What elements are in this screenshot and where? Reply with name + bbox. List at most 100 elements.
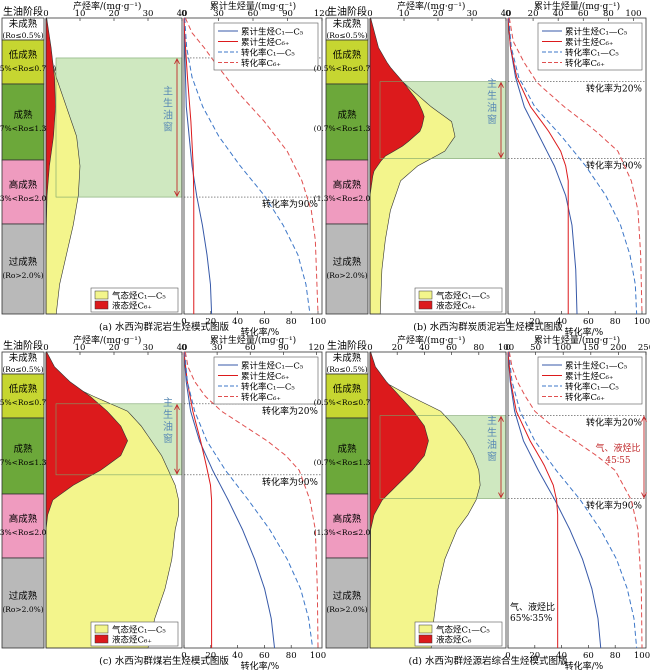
stage-name: 低成熟 xyxy=(333,49,362,61)
rate-axis-title: 产烃率/(mg·g⁻¹) xyxy=(73,0,141,12)
line-90-label: 转化率为90% xyxy=(586,500,642,512)
conv-tick-label: 20 xyxy=(529,317,540,327)
cum-frame xyxy=(183,351,323,649)
rate-tick-label: 30 xyxy=(143,343,154,353)
stage-1 xyxy=(1,373,45,419)
legend-label-gas: 气态烃C₁—C₅ xyxy=(112,625,166,636)
rate-tick-label: 40 xyxy=(177,9,188,19)
legend-label-liquid: 液态烃C₆ xyxy=(436,635,472,646)
window-arrow-head-up xyxy=(174,57,180,65)
stage-name: 过成熟 xyxy=(333,256,362,268)
stage-name: 成熟 xyxy=(337,109,357,121)
conv-tick-label: 0 xyxy=(181,651,186,661)
conv-gas-line xyxy=(184,17,311,315)
conv-tick-label: 80 xyxy=(286,651,297,661)
cum-tick-label: 100 xyxy=(625,9,641,19)
stage-1 xyxy=(1,39,45,85)
rate-tick-label: 60 xyxy=(446,343,457,353)
cum-frame xyxy=(507,351,647,649)
cum-axis-title: 累计生烃量/(mg·g⁻¹) xyxy=(210,334,296,346)
stage-range: (1.3%<Ro≤2.0%) xyxy=(314,194,381,203)
conv-tick-label: 40 xyxy=(556,651,567,661)
legend-swatch-liquid xyxy=(94,634,109,644)
rate-axis-title: 产烃率/(mg·g⁻¹) xyxy=(73,334,141,346)
rate-tick-label: 0 xyxy=(43,343,48,353)
cum-liquid-line xyxy=(183,17,195,314)
ratio-mid-line2: 45∶55 xyxy=(605,456,631,466)
cum-tick-label: 90 xyxy=(282,9,293,19)
cum-liquid-line xyxy=(183,351,213,648)
window-arrow-head-down xyxy=(498,492,504,499)
rate-tick-label: 40 xyxy=(177,343,188,353)
panel-caption: (a) 水西沟群泥岩生烃模式图版 xyxy=(99,321,230,333)
conv-tick-label: 40 xyxy=(556,317,567,327)
stage-name: 过成熟 xyxy=(9,590,38,602)
legend-label-cum_gas: 累计生烃C₁—C₅ xyxy=(241,27,304,38)
stage-4 xyxy=(1,223,45,315)
stage-4 xyxy=(325,223,369,315)
cum-tick-label: 150 xyxy=(583,343,599,353)
stage-name: 成熟 xyxy=(13,109,33,121)
stage-name: 未成熟 xyxy=(9,18,38,30)
conv-tick-label: 60 xyxy=(259,651,270,661)
legend-label-conv_gas: 转化率C₁—C₅ xyxy=(565,48,619,59)
conv-tick-label: 80 xyxy=(610,651,621,661)
stage-range: (0.5%<Ro≤0.7%) xyxy=(0,64,56,73)
panel-caption: (d) 水西沟群烃源岩综合生烃模式图版 xyxy=(408,655,568,667)
legend-label-cum_liquid: 累计生烃C₆₊ xyxy=(565,371,613,382)
cum-tick-label: 50 xyxy=(530,343,541,353)
conv-axis-title: 转化率/% xyxy=(565,326,604,338)
window-arrow-head-down xyxy=(174,468,180,475)
stage-range: (0.7%<Ro≤1.3%) xyxy=(314,124,381,133)
stage-2 xyxy=(325,417,369,495)
cum-tick-label: 30 xyxy=(213,9,224,19)
legend-swatch-gas xyxy=(94,624,109,634)
line-90-label: 转化率为90% xyxy=(262,198,318,210)
rate-tick-label: 0 xyxy=(367,343,372,353)
stage-range: (0.7%<Ro≤1.3%) xyxy=(314,458,381,467)
legend-swatch-gas xyxy=(418,290,433,300)
cum-tick-label: 120 xyxy=(308,343,324,353)
line-90-label: 转化率为90% xyxy=(262,476,318,488)
cum-tick-label: 0 xyxy=(505,343,510,353)
stage-name: 高成熟 xyxy=(333,513,362,525)
cum-axis-title: 累计生烃量/(mg·g⁻¹) xyxy=(534,0,620,12)
line-20-label: 转化率为20% xyxy=(586,417,642,429)
conv-axis-title: 转化率/% xyxy=(241,326,280,338)
legend-label-liquid: 液态烃C₆₊ xyxy=(112,301,152,312)
rate-axis-title: 产烃率/(mg·g⁻¹) xyxy=(397,334,465,346)
stage-range: (Ro≤0.5%) xyxy=(2,365,43,374)
legend-label-cum_liquid: 累计生烃C₆₊ xyxy=(241,37,289,48)
conv-tick-label: 20 xyxy=(205,317,216,327)
ratio-arrow-up xyxy=(641,415,647,422)
cum-liquid-line xyxy=(507,351,559,648)
cum-tick-label: 40 xyxy=(553,9,564,19)
panel-a: 生油阶段 产烃率/(mg·g⁻¹) 累计生烃量/(mg·g⁻¹) 未成熟(Ro≤0.5… xyxy=(0,0,330,338)
line-90-label: 转化率为90% xyxy=(586,160,642,172)
stage-range: (1.3%<Ro≤2.0%) xyxy=(0,194,56,203)
cum-tick-label: 30 xyxy=(212,343,223,353)
stage-3 xyxy=(325,493,369,559)
stage-3 xyxy=(325,159,369,225)
stage-range: (0.7%<Ro≤1.3%) xyxy=(0,124,56,133)
stage-header: 生油阶段 xyxy=(327,5,367,18)
conv-liquid-line xyxy=(508,17,643,315)
stage-name: 未成熟 xyxy=(333,352,362,364)
cum-axis-title: 累计生烃量/(mg·g⁻¹) xyxy=(210,0,296,12)
rate-frame xyxy=(369,351,507,649)
stage-2 xyxy=(325,83,369,161)
conv-tick-label: 100 xyxy=(310,317,326,327)
cum-tick-label: 60 xyxy=(578,9,589,19)
cum-tick-label: 60 xyxy=(248,9,259,19)
rate-tick-label: 30 xyxy=(143,9,154,19)
cum-tick-label: 90 xyxy=(278,343,289,353)
conv-tick-label: 100 xyxy=(310,651,326,661)
stage-name: 高成熟 xyxy=(333,179,362,191)
panel-c: 生油阶段 产烃率/(mg·g⁻¹) 累计生烃量/(mg·g⁻¹) 未成熟(Ro≤0.5… xyxy=(0,334,326,671)
legend-label-cum_gas: 累计生烃C₁—C₅ xyxy=(241,361,304,372)
stage-range: (Ro≤0.5%) xyxy=(326,31,367,40)
conv-tick-label: 20 xyxy=(529,651,540,661)
conv-tick-label: 100 xyxy=(634,317,650,327)
legend-label-liquid: 液态烃C₆₊ xyxy=(112,635,152,646)
line-20-label: 转化率为20% xyxy=(262,405,318,417)
